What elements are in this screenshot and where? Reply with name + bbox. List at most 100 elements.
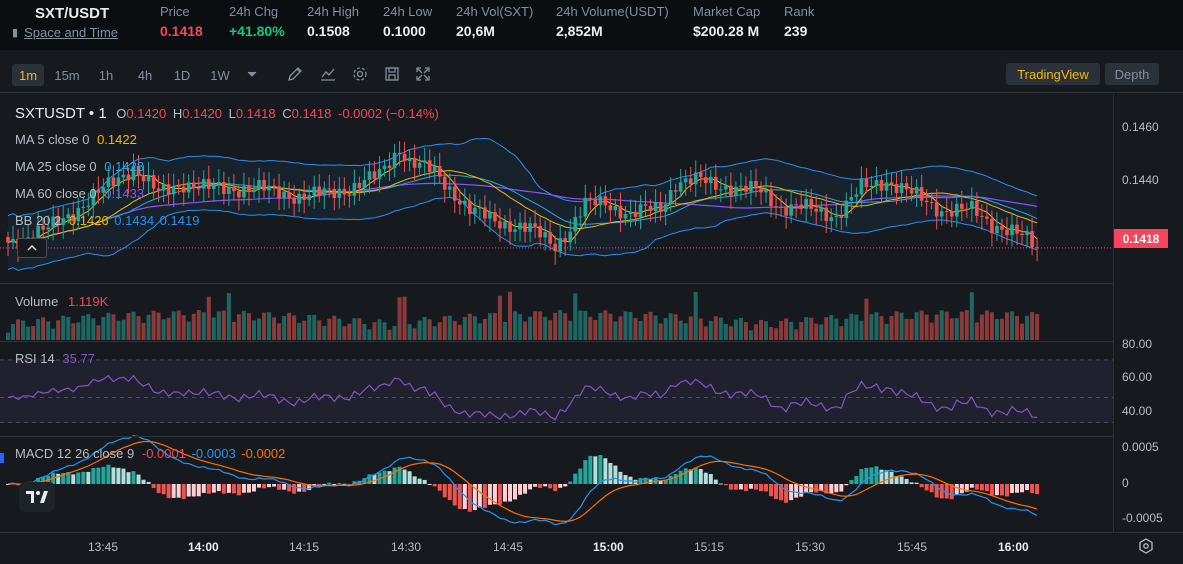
candle <box>508 221 512 232</box>
candle <box>939 211 944 217</box>
candle <box>242 186 246 198</box>
candle <box>131 165 136 181</box>
timeframe-1d[interactable]: 1D <box>173 67 191 83</box>
macd-histogram-bar <box>262 484 267 489</box>
candle <box>392 152 397 168</box>
symbol-label[interactable]: SXTUSDT • 1 <box>15 105 107 122</box>
macd-histogram-bar <box>332 484 337 485</box>
timeframe-1h[interactable]: 1h <box>98 67 114 83</box>
volume-bar <box>583 310 588 340</box>
chart-canvas[interactable] <box>0 94 1183 564</box>
save-icon[interactable] <box>382 65 402 83</box>
candle <box>26 237 30 239</box>
volume-bar <box>467 313 472 340</box>
chart-toolbar: 1m 15m 1h 4h 1D 1W TradingView Depth <box>0 56 1183 93</box>
volume-bar <box>246 313 251 340</box>
candle <box>598 196 603 206</box>
volume-legend[interactable]: Volume 1.119K <box>15 294 109 309</box>
candle <box>121 174 126 178</box>
volume-bar <box>573 293 578 340</box>
tradingview-tab[interactable]: TradingView <box>1006 63 1100 85</box>
volume-bar <box>508 291 512 340</box>
project-link[interactable]: Space and Time <box>24 25 119 40</box>
volume-bar <box>759 319 763 340</box>
indicator-icon[interactable] <box>318 65 338 83</box>
candle <box>970 200 974 209</box>
collapse-legend-button[interactable] <box>17 238 47 258</box>
candle <box>307 195 311 200</box>
volume-bar <box>251 320 256 340</box>
pair-title[interactable]: SXT/USDT <box>35 5 110 22</box>
macd-histogram-bar <box>738 484 743 490</box>
candle <box>111 177 116 186</box>
volume-bar <box>723 323 728 340</box>
volume-bar <box>673 314 678 340</box>
macd-legend[interactable]: MACD 12 26 close 9 -0.0001 -0.0003 -0.00… <box>15 446 286 461</box>
macd-histogram-bar <box>879 469 884 484</box>
candle <box>854 194 859 197</box>
volume-bar <box>809 317 814 340</box>
macd-histogram-bar <box>508 484 512 502</box>
ma5-legend[interactable]: MA 5 close 0 0.1422 <box>15 132 137 147</box>
timeframe-4h[interactable]: 4h <box>137 67 153 83</box>
gear-icon[interactable] <box>350 65 370 83</box>
macd-histogram-bar <box>457 484 462 510</box>
volume-bar <box>362 323 367 340</box>
volume-bar <box>1010 311 1014 340</box>
candle <box>417 162 422 168</box>
timeframe-1w[interactable]: 1W <box>210 67 230 83</box>
candle <box>101 187 106 193</box>
macd-histogram-bar <box>593 456 598 484</box>
volume-bar <box>558 310 563 340</box>
candle <box>382 165 387 170</box>
macd-histogram-bar <box>994 484 999 496</box>
depth-tab[interactable]: Depth <box>1105 63 1159 85</box>
volume-bar <box>131 311 136 340</box>
macd-histogram-bar <box>302 484 307 492</box>
candle <box>56 216 60 226</box>
macd-histogram-bar <box>6 484 10 485</box>
macd-histogram-bar <box>829 484 834 494</box>
candle <box>548 232 552 244</box>
volume-bar <box>513 311 518 340</box>
macd-histogram-bar <box>924 484 929 491</box>
candle <box>628 211 633 214</box>
pencil-icon[interactable] <box>285 65 305 83</box>
current-price-tag: 0.1418 <box>1114 229 1168 248</box>
volume-bar <box>91 318 96 340</box>
volume-bar <box>588 316 593 340</box>
chart-area[interactable]: SXTUSDT • 1 O0.1420 H0.1420 L0.1418 C0.1… <box>0 94 1183 564</box>
macd-histogram-bar <box>502 484 507 502</box>
ma60-legend[interactable]: MA 60 close 0 0.1433 <box>15 186 145 201</box>
volume-bar <box>196 310 201 340</box>
bb-legend[interactable]: BB 20 2 0.1426 0.1434 0.1419 <box>15 213 200 228</box>
candle <box>71 214 76 222</box>
chevron-up-icon <box>27 245 37 251</box>
stat-24h-vol-sxt: 24h Vol(SXT) 20,6M <box>456 4 533 39</box>
stat-label: 24h Low <box>383 4 433 19</box>
volume-bar <box>994 319 999 340</box>
volume-bar <box>216 311 221 340</box>
candle <box>678 182 683 192</box>
timeframe-1m[interactable]: 1m <box>12 64 44 86</box>
candle <box>714 176 718 190</box>
candle <box>1005 229 1009 236</box>
volume-bar <box>999 318 1004 340</box>
timeframe-15m[interactable]: 15m <box>54 67 80 83</box>
candle <box>904 183 909 190</box>
ma25-legend[interactable]: MA 25 close 0 0.1428 <box>15 159 145 174</box>
stat-market-cap: Market Cap $200.28 M <box>693 4 760 39</box>
volume-bar <box>533 311 538 340</box>
candle <box>869 185 874 188</box>
pair-subtitle[interactable]: ▮ Space and Time <box>12 25 118 40</box>
fullscreen-icon[interactable] <box>413 65 433 83</box>
volume-bar <box>111 314 116 340</box>
candle <box>337 188 342 199</box>
settings-icon[interactable] <box>1136 536 1156 556</box>
volume-bar <box>789 321 794 340</box>
chevron-down-icon[interactable] <box>242 65 262 83</box>
stat-label: Market Cap <box>693 4 761 19</box>
macd-histogram-bar <box>492 484 497 505</box>
rsi-legend[interactable]: RSI 14 35.77 <box>15 351 95 366</box>
candle <box>327 188 332 190</box>
